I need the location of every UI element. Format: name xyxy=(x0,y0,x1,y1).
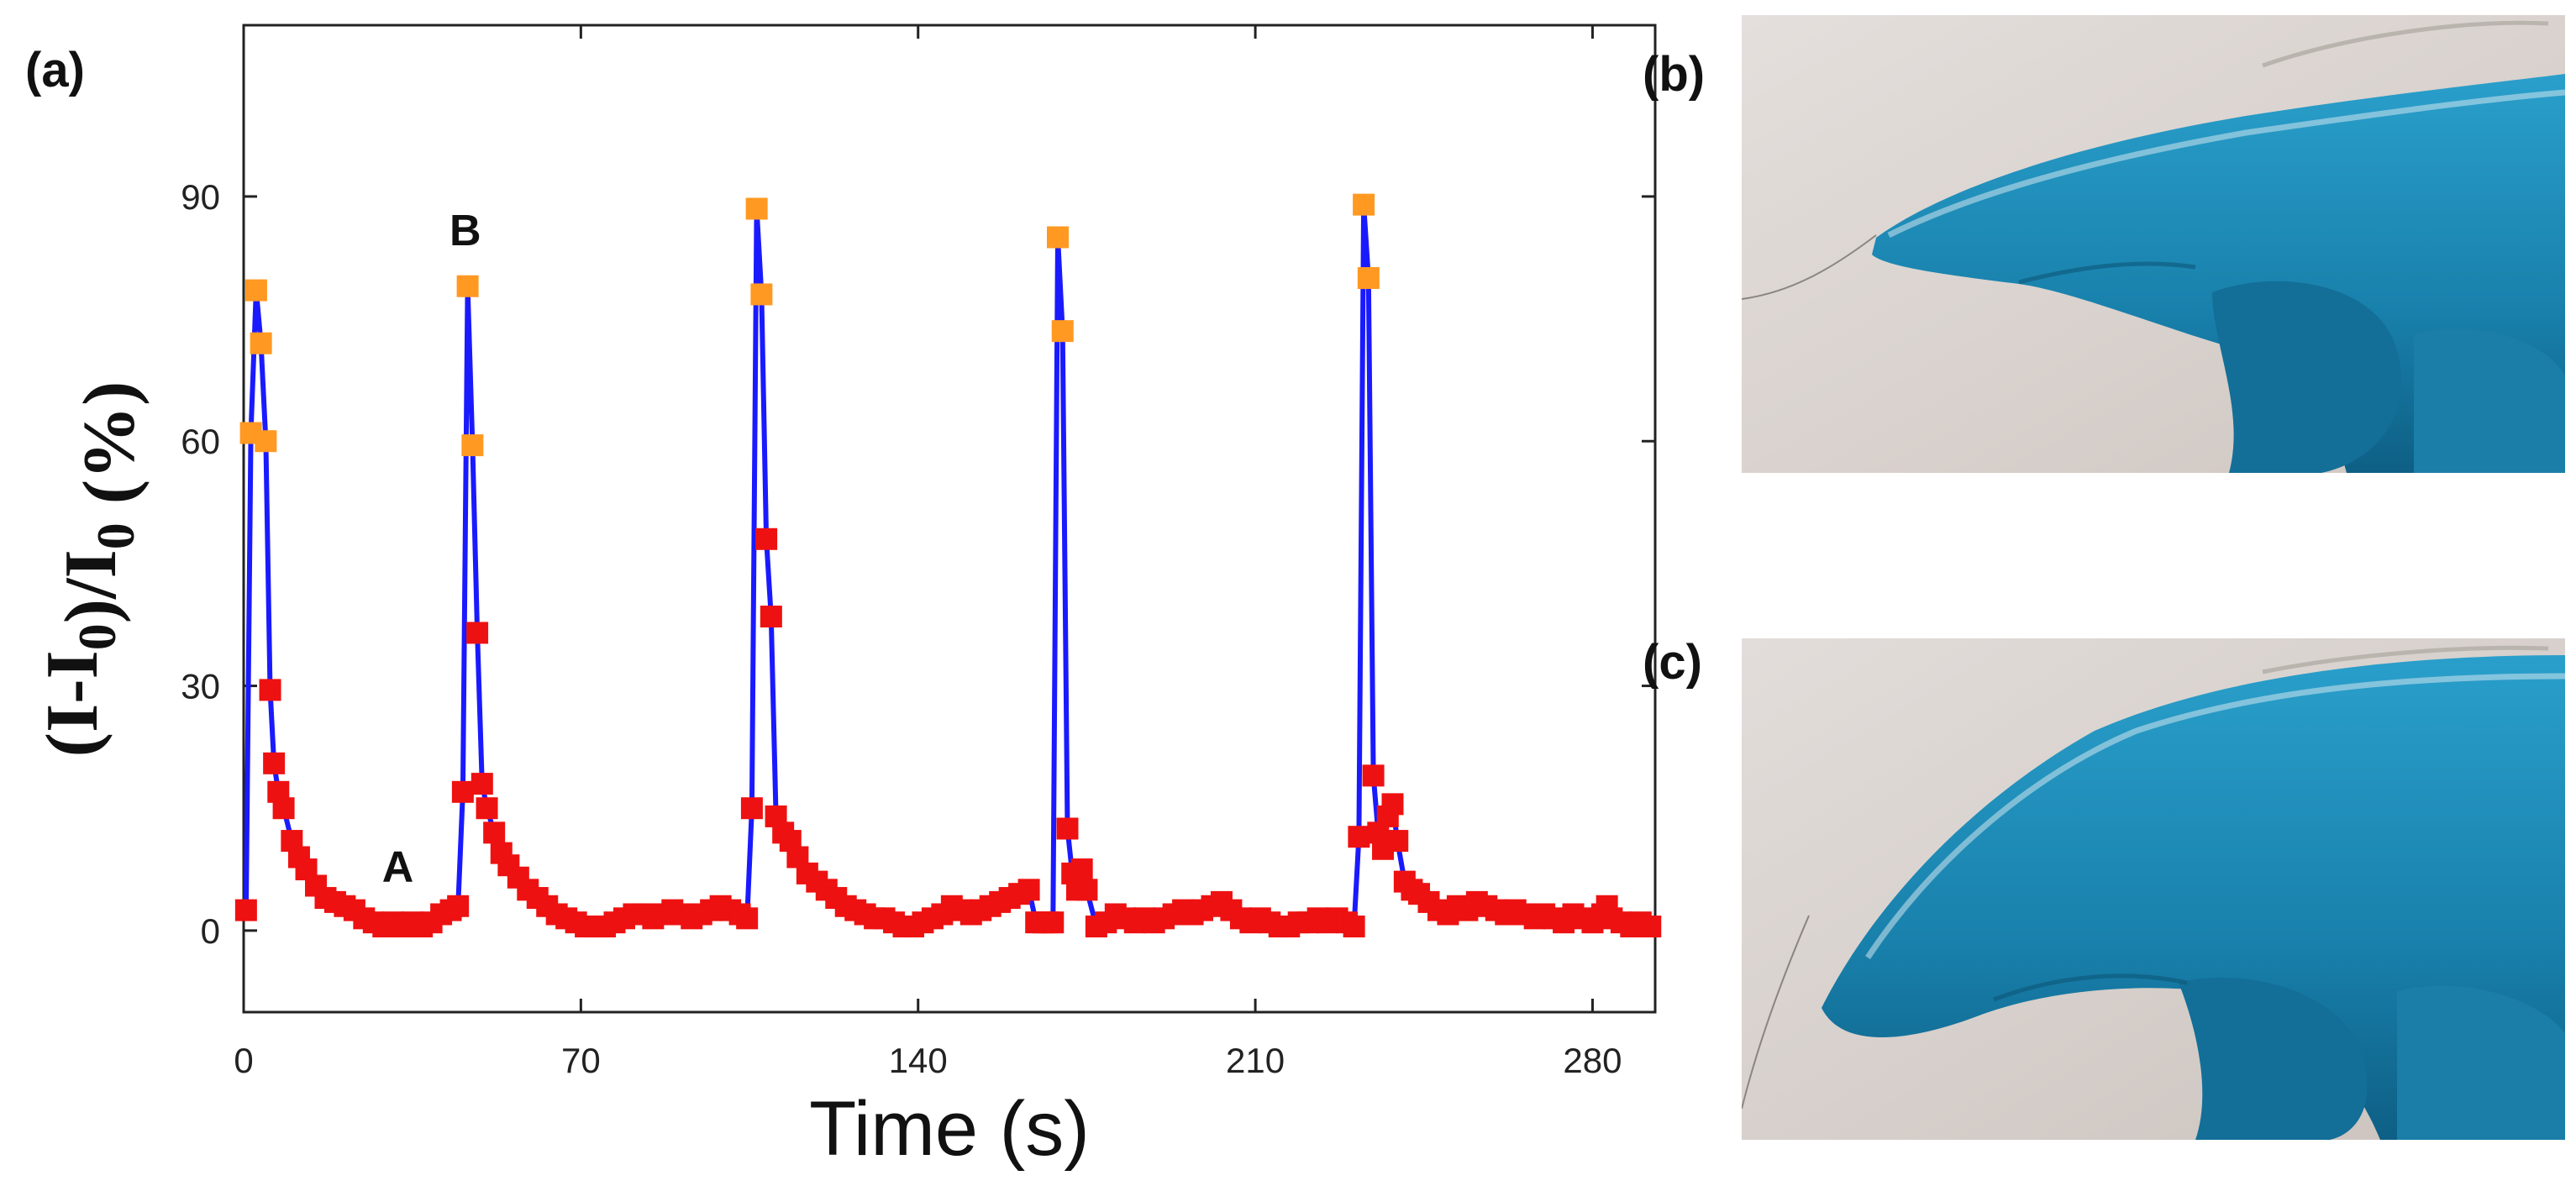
x-axis-label: Time (s) xyxy=(809,1086,1090,1172)
data-point xyxy=(1381,793,1404,816)
bent-data-point xyxy=(244,279,267,302)
x-tick-label: 280 xyxy=(1563,1041,1622,1080)
x-tick-label: 140 xyxy=(889,1041,948,1080)
panel-label-b: (b) xyxy=(1643,47,1706,102)
annotation-a: A xyxy=(382,843,414,892)
data-point xyxy=(1042,911,1065,934)
bent-data-point xyxy=(1051,320,1074,343)
finger-bent-photo xyxy=(1742,638,2565,1140)
data-point xyxy=(1070,858,1093,881)
data-point xyxy=(476,797,498,820)
x-tick-label: 0 xyxy=(234,1041,253,1080)
y-axis-label: (I-I0)/I0 (%) xyxy=(32,381,150,758)
panel-label-a: (a) xyxy=(25,43,85,97)
data-point xyxy=(755,527,778,550)
y-tick-label: 0 xyxy=(201,911,220,951)
response-chart: 0 70 140 210 280 0 30 60 90 Time (s) (I-I0)/I0 (%)… xyxy=(32,24,1662,1172)
data-point xyxy=(447,895,470,917)
data-point xyxy=(1362,764,1385,787)
data-point xyxy=(1343,916,1365,938)
data-point xyxy=(740,797,763,820)
data-point xyxy=(760,606,782,628)
data-point xyxy=(1075,879,1098,901)
bent-data-point xyxy=(1047,226,1070,249)
data-point xyxy=(471,773,493,795)
data-point xyxy=(259,679,281,701)
y-tick-label: 60 xyxy=(181,422,220,461)
data-point xyxy=(272,797,295,820)
bent-data-point xyxy=(255,430,277,453)
bent-data-point xyxy=(456,275,479,297)
data-point xyxy=(234,899,257,921)
panel-label-c: (c) xyxy=(1643,635,1702,690)
finger-straight-photo xyxy=(1742,15,2565,473)
data-point xyxy=(451,780,474,803)
data-point xyxy=(466,622,489,644)
x-tick-label: 70 xyxy=(561,1041,601,1080)
data-point xyxy=(1056,817,1079,840)
data-point xyxy=(263,752,286,774)
data-point xyxy=(1639,916,1662,938)
y-tick-label: 90 xyxy=(181,177,220,217)
bent-data-point xyxy=(745,197,768,220)
x-tick-label: 210 xyxy=(1226,1041,1285,1080)
annotation-b: B xyxy=(449,207,481,255)
bent-data-point xyxy=(1357,267,1380,290)
bent-data-point xyxy=(1353,193,1375,216)
finger-straight-drawing xyxy=(1742,15,2565,473)
finger-bent-drawing xyxy=(1742,638,2565,1140)
bent-data-point xyxy=(250,332,272,354)
data-point xyxy=(1017,879,1040,901)
data-point xyxy=(1348,826,1370,848)
data-point xyxy=(736,907,759,930)
plot-frame xyxy=(242,24,1657,1014)
y-tick-label: 30 xyxy=(181,667,220,706)
data-point xyxy=(1386,830,1409,853)
chart-svg: 0 70 140 210 280 0 30 60 90 Time (s) (I-I0)/I0 (%)… xyxy=(32,24,1662,1172)
bent-data-point xyxy=(750,283,773,306)
series-line xyxy=(243,202,1652,929)
data-point xyxy=(483,821,506,844)
bent-data-point xyxy=(461,434,484,457)
